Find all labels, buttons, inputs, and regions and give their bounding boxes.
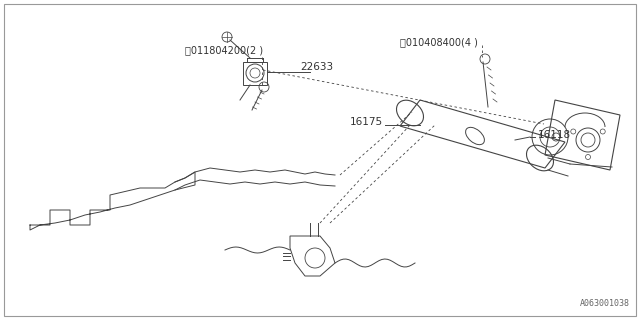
Text: 22633: 22633: [300, 62, 333, 72]
Text: Ⓑ010408400(4 ): Ⓑ010408400(4 ): [400, 37, 478, 47]
Text: 16175: 16175: [350, 117, 383, 127]
Text: A063001038: A063001038: [580, 299, 630, 308]
Text: Ⓢ011804200(2 ): Ⓢ011804200(2 ): [185, 45, 263, 55]
Text: 16118: 16118: [538, 130, 571, 140]
